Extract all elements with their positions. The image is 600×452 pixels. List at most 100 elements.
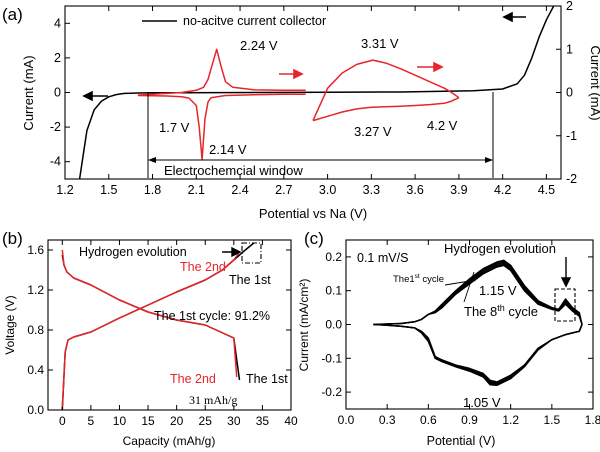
x-tick-label: 1.8 (585, 413, 600, 427)
y2-tick-label: -1 (566, 129, 577, 143)
annotation-1st-bottom: The 1st (246, 372, 288, 386)
x-tick-label: 1.8 (144, 183, 161, 197)
series-line-1 (137, 93, 306, 161)
annotation-eighth-cycle: The 8th cycle (464, 303, 538, 319)
panel-b-series (61, 242, 255, 410)
window-arrowhead-left (148, 157, 156, 163)
annotation-3.31V: 3.31 V (361, 36, 399, 51)
panel-a-y-label: Current (mA) (21, 55, 36, 130)
x-tick-label: 35 (256, 414, 270, 428)
y-tick-label: 0.8 (27, 323, 44, 337)
panel-c-x-label: Potential (V) (427, 434, 496, 448)
arrow-right-red-1 (279, 68, 304, 80)
hydrogen-box-c (554, 288, 576, 322)
x-tick-label: 40 (284, 414, 298, 428)
window-arrowhead-right (485, 157, 493, 163)
y-tick-label: 1.2 (27, 283, 44, 297)
y-tick-label: 0.2 (325, 250, 342, 264)
panel-c-label: (c) (304, 229, 324, 248)
arrow-left-top-black (502, 11, 526, 23)
y-tick-label: 2 (54, 51, 61, 65)
x-tick-label: 5 (88, 414, 95, 428)
x-tick-label: 10 (113, 414, 127, 428)
x-tick-label: 3.6 (406, 183, 423, 197)
annotation-red-peak: 1.05 V (463, 395, 501, 410)
y-tick-label: 4 (54, 16, 61, 30)
x-tick-label: 3.3 (363, 183, 380, 197)
x-tick-label: 2.4 (231, 183, 248, 197)
annotation-3.27V: 3.27 V (354, 124, 392, 139)
eighth-cycle-pointer (463, 271, 475, 303)
panel-a-y2-label: Current (mA) (588, 45, 600, 120)
x-tick-label: 3.9 (450, 183, 467, 197)
panel-b-frame (47, 239, 292, 411)
arrow-right-red-2 (417, 61, 444, 73)
series-line-2 (137, 48, 306, 96)
arrow-left-black (82, 90, 108, 102)
annotation-ox-peak: 1.15 V (479, 283, 517, 298)
annotation-1st-top: The 1st (229, 273, 271, 287)
panel-a-label: (a) (2, 5, 23, 24)
x-tick-label: 4.5 (538, 183, 555, 197)
x-tick-label: 0.9 (461, 413, 478, 427)
panel-b-y-ticks: 0.0 0.4 0.8 1.2 1.6 (27, 243, 291, 417)
y-tick-label: -0.2 (321, 385, 342, 399)
y2-tick-label: 2 (566, 0, 573, 13)
y-tick-label: 0.1 (325, 284, 342, 298)
annotation-2nd-bottom: The 2nd (170, 372, 216, 386)
panel-b-x-ticks: 0 5 10 15 20 25 30 35 40 (59, 240, 298, 428)
annotation-2.24V: 2.24 V (240, 38, 278, 53)
panel-b: (b) 0 5 10 15 20 25 30 35 40 0.0 0.4 0.8 1.2 1.6 Cap… (2, 229, 298, 448)
x-tick-label: 20 (170, 414, 184, 428)
y2-tick-label: 1 (566, 42, 573, 56)
annotation-rate: 0.1 mV/S (357, 251, 408, 265)
panel-a-y-ticks: -4 -2 0 2 4 (50, 16, 70, 169)
panel-b-y-label: Voltage (V) (3, 295, 17, 354)
annotation-capacity: 31 mAh/g (189, 393, 237, 407)
x-tick-label: 2.7 (275, 183, 292, 197)
panel-b-x-label: Capacity (mAh/g) (123, 434, 216, 448)
y2-tick-label: 0 (566, 86, 573, 100)
panel-a-x-label: Potential vs Na (V) (259, 206, 367, 221)
legend-label: no-acitve current collector (183, 14, 326, 28)
panel-b-label: (b) (2, 229, 23, 248)
y-tick-label: -2 (50, 120, 61, 134)
annotation-2.14V: 2.14 V (209, 142, 247, 157)
annotation-1.7V: 1.7 V (159, 120, 190, 135)
panel-a-x-ticks: 1.2 1.5 1.8 2.1 2.4 2.7 3.0 3.3 3.6 3.9 4.2 4.5 (56, 6, 555, 197)
y-tick-label: 1.6 (27, 243, 44, 257)
y2-tick-label: -2 (566, 172, 577, 186)
panel-c-x-ticks: 0.0 0.3 0.6 0.9 1.2 1.5 1.8 (338, 240, 600, 427)
x-tick-label: 0.3 (379, 413, 396, 427)
annotation-cycle-eff: The 1st cycle: 91.2% (154, 309, 270, 323)
hydrogen-arrow-b (222, 246, 242, 258)
x-tick-label: 4.2 (494, 183, 511, 197)
x-tick-label: 1.5 (543, 413, 560, 427)
series-line-3 (61, 251, 241, 408)
x-tick-label: 0 (59, 414, 66, 428)
x-tick-label: 25 (199, 414, 213, 428)
panel-c-y-label: Current (mA/cm²) (297, 279, 311, 372)
x-tick-label: 1.2 (502, 413, 519, 427)
y-tick-label: 0.4 (27, 363, 44, 377)
annotation-4.2V: 4.2 V (427, 118, 458, 133)
hydrogen-arrow-c (560, 257, 572, 288)
x-tick-label: 2.1 (188, 183, 205, 197)
panel-a-series (78, 6, 555, 179)
series-line-4 (312, 59, 460, 121)
y-tick-label: -0.1 (321, 351, 342, 365)
x-tick-label: 0.0 (338, 413, 355, 427)
panel-c: (c) 0.0 0.3 0.6 0.9 1.2 1.5 1.8 -0.2 -0.1 0.0 0.1… (297, 229, 600, 448)
y-tick-label: 0.0 (27, 403, 44, 417)
y-tick-label: -4 (50, 155, 61, 169)
x-tick-label: 1.2 (56, 183, 73, 197)
series-line-2 (61, 249, 238, 378)
annotation-2nd-top: The 2nd (180, 260, 226, 274)
panel-c-y-ticks: -0.2 -0.1 0.0 0.1 0.2 (321, 250, 593, 399)
series-line-3 (312, 97, 460, 122)
annotation-window: Electrochemcial window (164, 163, 303, 178)
x-tick-label: 0.6 (420, 413, 437, 427)
x-tick-label: 30 (227, 414, 241, 428)
panel-c-series (373, 259, 583, 387)
